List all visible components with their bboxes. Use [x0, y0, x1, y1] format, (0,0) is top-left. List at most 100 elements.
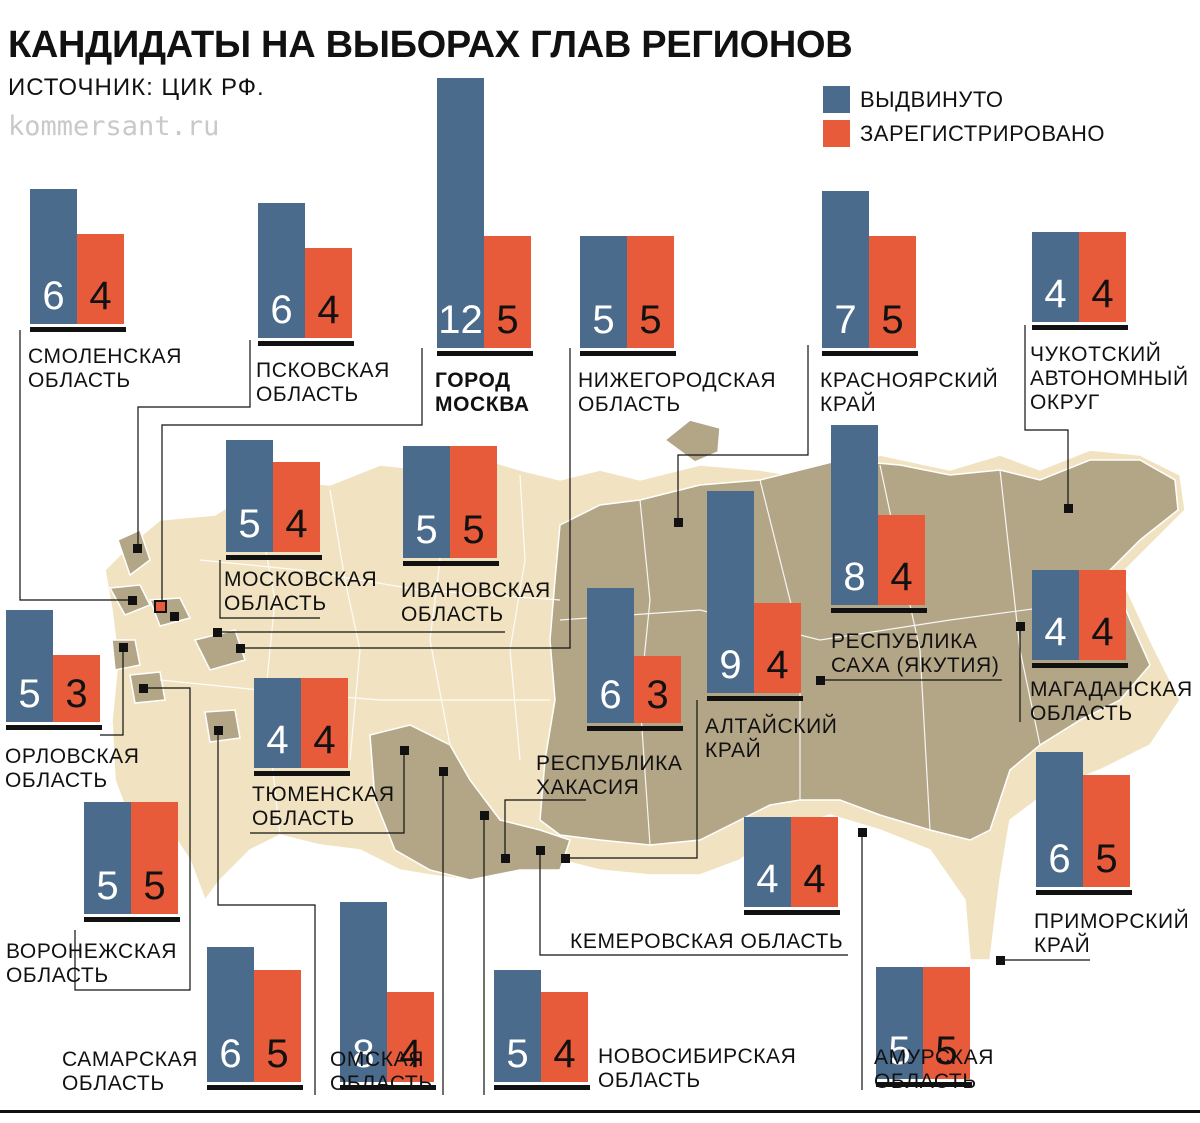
region-20-bar-nominated: [876, 966, 923, 1079]
leader-khakasia: [504, 799, 586, 858]
region-18-bar-registered: [387, 992, 434, 1082]
region-3-bar-registered: [627, 235, 674, 348]
region-3-baseline: [580, 351, 676, 356]
region-10-baseline: [6, 725, 102, 730]
marker-magadan: [1016, 622, 1025, 631]
region-7-value-registered: 5: [462, 508, 485, 552]
region-13-bar-nominated: [707, 490, 754, 693]
legend-label-registered: ЗАРЕГИСТРИРОВАНО: [860, 121, 1106, 146]
region-20-label: АМУРСКАЯ ОБЛАСТЬ: [874, 1046, 994, 1093]
marker-chukotka: [1064, 504, 1073, 513]
region-2-label: ГОРОД МОСКВА: [435, 369, 530, 416]
leader-moscow-obl: [219, 560, 320, 619]
region-9-bar-registered: [1079, 570, 1126, 660]
region-2-bar-nominated: [437, 78, 484, 348]
region-9-baseline: [1032, 663, 1128, 668]
region-12-label: РЕСПУБЛИКА ХАКАСИЯ: [536, 752, 683, 799]
region-17-baseline: [207, 1085, 303, 1090]
region-10-label: ОРЛОВСКАЯ ОБЛАСТЬ: [5, 745, 140, 792]
region-18-value-registered: 4: [399, 1032, 422, 1076]
map-island-north: [663, 419, 721, 463]
region-6-baseline: [226, 555, 322, 560]
region-3-bar-nominated: [580, 235, 627, 348]
region-0-bar-nominated: [30, 189, 77, 324]
region-10-bar-registered: [53, 654, 100, 722]
region-12-value-nominated: 6: [599, 673, 622, 717]
region-0-baseline: [30, 327, 126, 332]
region-15-value-registered: 4: [803, 857, 826, 901]
region-16-value-registered: 5: [1095, 837, 1118, 881]
region-16-baseline: [1036, 890, 1132, 895]
region-11-bar-registered: [301, 678, 348, 768]
region-9-label: МАГАДАНСКАЯ ОБЛАСТЬ: [1030, 678, 1193, 725]
region-12-bar-nominated: [587, 588, 634, 723]
region-11-value-registered: 4: [313, 718, 336, 762]
region-10-value-nominated: 5: [18, 672, 41, 716]
region-1-label: ПСКОВСКАЯ ОБЛАСТЬ: [256, 359, 390, 406]
region-16-bar-registered: [1083, 774, 1130, 887]
region-4-bar-registered: [869, 235, 916, 348]
region-8-bar-registered: [878, 515, 925, 605]
region-5-baseline: [1032, 325, 1128, 330]
leader-kemerovo: [539, 850, 848, 956]
region-15-bar-nominated: [744, 817, 791, 907]
region-20-value-nominated: 5: [888, 1029, 911, 1073]
region-6-value-nominated: 5: [238, 502, 261, 546]
leader-moscow-city: [161, 348, 423, 606]
region-18-baseline: [340, 1085, 436, 1090]
marker-smolensk: [128, 596, 137, 605]
region-13-value-registered: 4: [766, 643, 789, 687]
leader-smolensk: [19, 330, 132, 601]
marker-moscow-obl: [170, 612, 179, 621]
region-5-bar-nominated: [1032, 232, 1079, 322]
region-19-bar-nominated: [494, 969, 541, 1082]
marker-orel: [119, 643, 128, 652]
site-watermark: kommersant.ru: [8, 111, 220, 142]
region-12-baseline: [587, 726, 683, 731]
marker-amur: [858, 828, 867, 837]
region-15-baseline: [744, 910, 840, 915]
marker-novosibirsk: [480, 811, 489, 820]
region-7-value-nominated: 5: [415, 508, 438, 552]
map-land-dark: [539, 459, 1179, 846]
region-19-label: НОВОСИБИРСКАЯ ОБЛАСТЬ: [598, 1045, 797, 1092]
region-4-bar-nominated: [822, 190, 869, 348]
region-13-label: АЛТАЙСКИЙ КРАЙ: [705, 715, 838, 762]
region-12-value-registered: 3: [646, 673, 669, 717]
region-14-value-nominated: 5: [96, 864, 119, 908]
legend-nominated: ВЫДВИНУТО: [823, 86, 1003, 113]
leader-krasnoyarsk: [677, 345, 809, 522]
leader-nizhny: [240, 348, 571, 649]
region-17-bar-nominated: [207, 947, 254, 1082]
region-8-value-nominated: 8: [843, 555, 866, 599]
region-14-label: ВОРОНЕЖСКАЯ ОБЛАСТЬ: [6, 940, 178, 987]
region-6-bar-registered: [273, 462, 320, 552]
region-0-value-nominated: 6: [42, 274, 65, 318]
region-11-bar-nominated: [254, 678, 301, 768]
leader-pskov: [137, 340, 251, 548]
marker-nizhny: [236, 644, 245, 653]
region-6-label: МОСКОВСКАЯ ОБЛАСТЬ: [224, 568, 378, 615]
region-13-value-nominated: 9: [719, 643, 742, 687]
region-9-value-registered: 4: [1091, 610, 1114, 654]
region-4-label: КРАСНОЯРСКИЙ КРАЙ: [820, 369, 999, 416]
leader-samara: [217, 730, 316, 1095]
region-1-baseline: [258, 341, 354, 346]
region-3-label: НИЖЕГОРОДСКАЯ ОБЛАСТЬ: [578, 369, 777, 416]
page-title: КАНДИДАТЫ НА ВЫБОРАХ ГЛАВ РЕГИОНОВ: [8, 24, 853, 66]
region-11-label: ТЮМЕНСКАЯ ОБЛАСТЬ: [252, 783, 395, 830]
region-18-bar-nominated: [340, 902, 387, 1082]
region-14-value-registered: 5: [143, 864, 166, 908]
region-5-bar-registered: [1079, 232, 1126, 322]
leader-tyumen: [250, 750, 405, 834]
region-7-baseline: [403, 561, 499, 566]
region-9-bar-nominated: [1032, 570, 1079, 660]
region-4-value-nominated: 7: [834, 298, 857, 342]
region-5-label: ЧУКОТСКИЙ АВТОНОМНЫЙ ОКРУГ: [1030, 343, 1189, 414]
region-3-value-registered: 5: [639, 298, 662, 342]
region-20-bar-registered: [923, 966, 970, 1079]
region-8-label: РЕСПУБЛИКА САХА (ЯКУТИЯ): [831, 630, 1000, 677]
marker-ivanovo: [213, 628, 222, 637]
